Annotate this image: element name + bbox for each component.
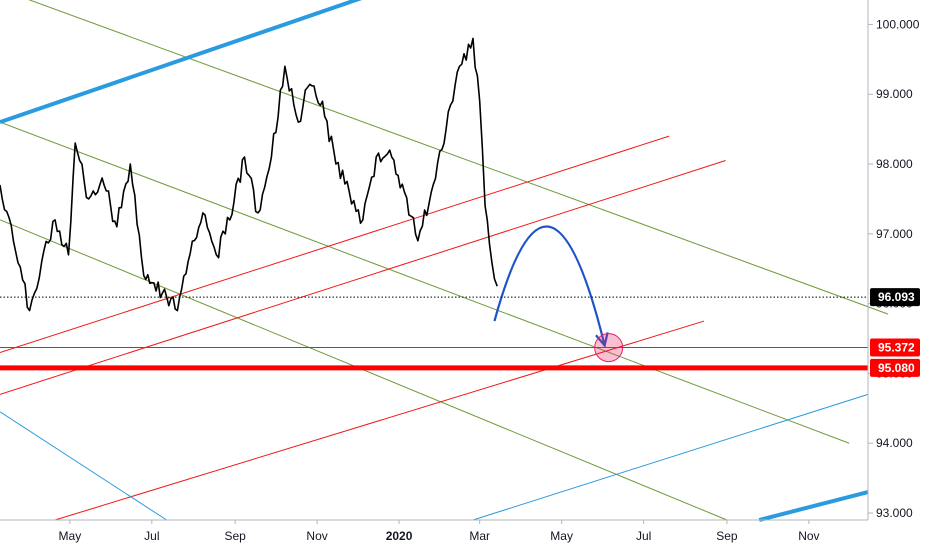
price-tag-box	[870, 338, 920, 357]
channel-line-green	[0, 121, 850, 444]
y-tick-label: 100.000	[876, 17, 920, 31]
price-tag-label: 95.080	[878, 361, 915, 375]
drawing-layer	[0, 0, 889, 522]
y-tick-label: 99.000	[876, 87, 913, 101]
target-zone-circle	[594, 333, 624, 363]
x-tick-label: May	[59, 529, 82, 543]
x-tick-label: 2020	[386, 529, 413, 543]
y-tick-label: 94.000	[876, 436, 913, 450]
price-tag-box	[870, 358, 920, 377]
price-tag-box	[870, 288, 920, 307]
y-tick-label: 98.000	[876, 157, 913, 171]
trend-line-blue-thin	[472, 393, 869, 521]
forecast-arrowhead	[595, 332, 609, 348]
forecast-curve-arrow	[493, 225, 606, 346]
x-tick-label: Mar	[469, 529, 490, 543]
trend-line-blue-thick	[0, 0, 363, 125]
y-tick-label: 97.000	[876, 227, 913, 241]
y-tick-label: 93.000	[876, 506, 913, 520]
trend-line-red	[0, 160, 726, 395]
x-tick-label: Nov	[798, 529, 819, 543]
x-tick-label: May	[550, 529, 573, 543]
price-tag-label: 95.372	[878, 340, 915, 354]
trend-line-blue-thin	[0, 411, 167, 521]
x-tick-label: Sep	[224, 529, 246, 543]
channel-line-green	[28, 0, 889, 315]
price-tag-label: 96.093	[878, 290, 915, 304]
x-tick-label: Sep	[716, 529, 738, 543]
x-tick-label: Jul	[144, 529, 159, 543]
trend-line-blue-thick	[758, 490, 869, 522]
price-series-line	[0, 37, 498, 312]
time-axis: May Jul Sep Nov 2020 Mar May Jul Sep Nov	[59, 520, 820, 543]
x-tick-label: Nov	[306, 529, 327, 543]
price-tags: 96.093 95.372 95.080	[870, 288, 920, 377]
trend-line-red	[0, 135, 670, 353]
x-tick-label: Jul	[636, 529, 651, 543]
